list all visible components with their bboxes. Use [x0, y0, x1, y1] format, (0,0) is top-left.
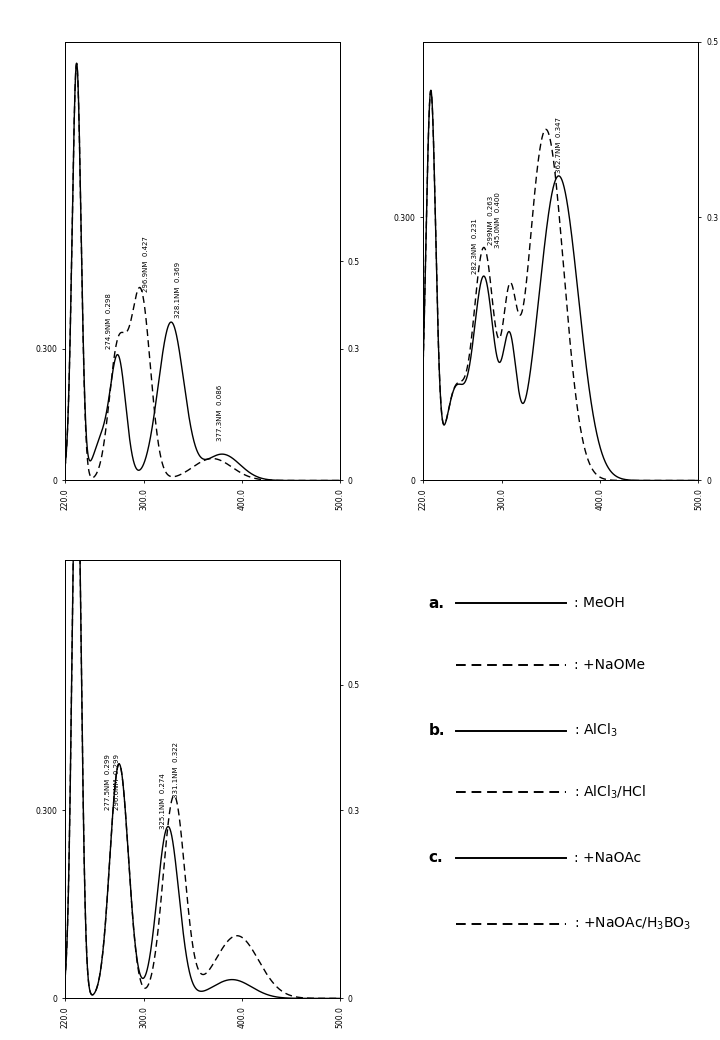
- Text: 328.1NM  0.369: 328.1NM 0.369: [175, 262, 181, 318]
- Text: 325.1NM  0.274: 325.1NM 0.274: [160, 774, 166, 829]
- Text: 331.1NM  0.322: 331.1NM 0.322: [173, 742, 179, 798]
- Text: 282.3NM  0.231: 282.3NM 0.231: [472, 218, 478, 275]
- Text: 296.6NM  0.299: 296.6NM 0.299: [114, 754, 120, 810]
- Text: 296.9NM  0.427: 296.9NM 0.427: [143, 236, 150, 292]
- Text: : +NaOAc: : +NaOAc: [575, 851, 642, 865]
- Text: 274.9NM  0.298: 274.9NM 0.298: [106, 293, 112, 348]
- Text: c.: c.: [428, 851, 443, 865]
- Text: 299NM  0.263
345.0NM  0.400: 299NM 0.263 345.0NM 0.400: [488, 192, 501, 248]
- Text: : +NaOMe: : +NaOMe: [575, 658, 645, 672]
- Text: : MeOH: : MeOH: [575, 596, 625, 610]
- Text: : AlCl$_3$: : AlCl$_3$: [575, 722, 618, 739]
- Text: 377.3NM  0.086: 377.3NM 0.086: [217, 385, 223, 441]
- Text: b.: b.: [428, 723, 445, 738]
- Text: : +NaOAc/H$_3$BO$_3$: : +NaOAc/H$_3$BO$_3$: [575, 915, 692, 932]
- Text: : AlCl$_3$/HCl: : AlCl$_3$/HCl: [575, 783, 647, 801]
- Text: 362.7NM  0.347: 362.7NM 0.347: [556, 118, 562, 174]
- Text: 277.5NM  0.299: 277.5NM 0.299: [105, 754, 111, 810]
- Text: a.: a.: [428, 596, 444, 610]
